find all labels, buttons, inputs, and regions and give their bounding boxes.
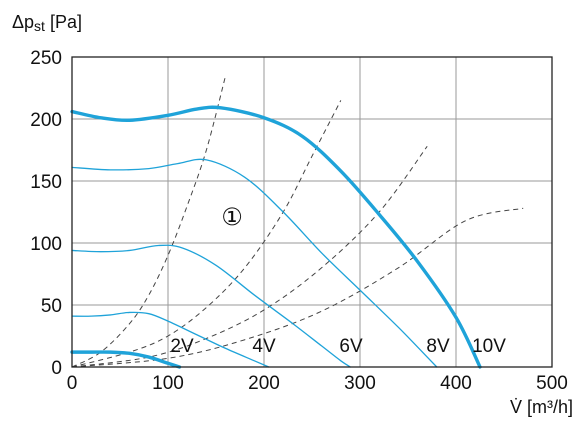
y-tick-label: 200 <box>30 110 62 131</box>
curve-label-6V: 6V <box>339 336 363 357</box>
fan-curve-10V <box>70 105 482 369</box>
x-tick-label: 0 <box>67 373 78 394</box>
x-tick-label: 500 <box>536 373 568 394</box>
x-tick-label: 400 <box>440 373 472 394</box>
y-axis-label: Δpst [Pa] <box>12 12 82 34</box>
x-tick-label: 200 <box>248 373 280 394</box>
curve-label-10V: 10V <box>472 336 506 357</box>
fan-curve-6V <box>71 244 352 368</box>
x-tick-label: 300 <box>344 373 376 394</box>
tick-labels: 0 100 200 300 400 500 0 50 100 150 200 250 <box>30 48 568 394</box>
curve-label-2V: 2V <box>170 336 194 357</box>
curve-label-4V: 4V <box>252 336 276 357</box>
system-curve <box>71 145 428 368</box>
system-curve <box>71 100 342 368</box>
y-tick-label: 50 <box>41 296 62 317</box>
plot-frame <box>71 56 553 368</box>
annotation-marker: ① <box>221 204 243 231</box>
fan-curve-2V <box>70 350 182 369</box>
y-tick-label: 100 <box>30 234 62 255</box>
curve-labels: 2V 4V 6V 8V 10V <box>170 336 506 357</box>
fan-curve-4V <box>71 311 270 368</box>
system-curve <box>71 207 524 368</box>
curve-label-8V: 8V <box>426 336 450 357</box>
fan-curves <box>70 105 482 369</box>
x-tick-label: 100 <box>152 373 184 394</box>
y-tick-label: 150 <box>30 172 62 193</box>
y-tick-label: 250 <box>30 48 62 69</box>
fan-curve-8V <box>71 158 438 368</box>
y-tick-label: 0 <box>51 358 62 379</box>
system-curve <box>71 75 227 368</box>
grid <box>72 57 552 367</box>
x-axis-label: V̇ [m³/h] <box>510 397 573 417</box>
